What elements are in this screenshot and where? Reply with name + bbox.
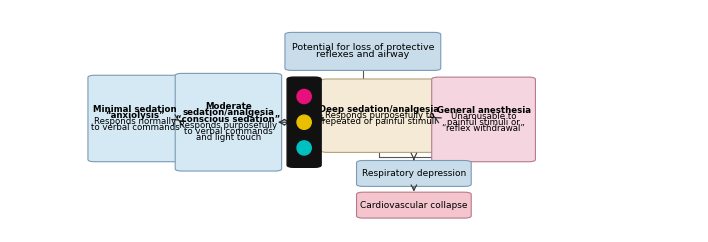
Text: Deep sedation/analgesia: Deep sedation/analgesia [319, 105, 439, 114]
Text: repeated or painful stimuli: repeated or painful stimuli [322, 117, 437, 126]
FancyBboxPatch shape [285, 32, 441, 70]
Text: sedation/analgesia: sedation/analgesia [183, 108, 275, 117]
Text: Minimal sedation: Minimal sedation [93, 105, 177, 114]
Text: Potential for loss of protective: Potential for loss of protective [292, 44, 434, 53]
FancyBboxPatch shape [357, 192, 472, 218]
Text: Respiratory depression: Respiratory depression [362, 169, 466, 178]
FancyBboxPatch shape [175, 73, 282, 171]
FancyBboxPatch shape [88, 75, 183, 162]
Text: and light touch: and light touch [196, 133, 261, 142]
Text: to verbal commands: to verbal commands [184, 127, 273, 136]
Text: Responds purposefully to: Responds purposefully to [324, 111, 434, 120]
Text: painful stimuli or: painful stimuli or [447, 118, 520, 127]
Ellipse shape [297, 89, 312, 104]
Text: Cardiovascular collapse: Cardiovascular collapse [360, 201, 467, 210]
Text: Responds purposefully: Responds purposefully [179, 121, 278, 130]
FancyBboxPatch shape [321, 79, 438, 152]
Text: “conscious sedation”: “conscious sedation” [176, 115, 280, 124]
Text: Responds normally: Responds normally [94, 117, 176, 126]
FancyBboxPatch shape [357, 160, 472, 186]
Text: “reflex withdrawal”: “reflex withdrawal” [442, 124, 525, 133]
FancyBboxPatch shape [287, 77, 321, 167]
Text: Moderate: Moderate [205, 102, 252, 111]
Text: to verbal commands: to verbal commands [91, 123, 180, 132]
Text: reflexes and airway: reflexes and airway [316, 50, 409, 59]
Text: General anesthesia: General anesthesia [437, 106, 530, 115]
Text: “anxiolysis”: “anxiolysis” [105, 111, 165, 120]
Ellipse shape [297, 141, 312, 155]
FancyBboxPatch shape [432, 77, 535, 162]
Ellipse shape [297, 115, 312, 129]
Text: Unarousable to: Unarousable to [451, 112, 516, 121]
